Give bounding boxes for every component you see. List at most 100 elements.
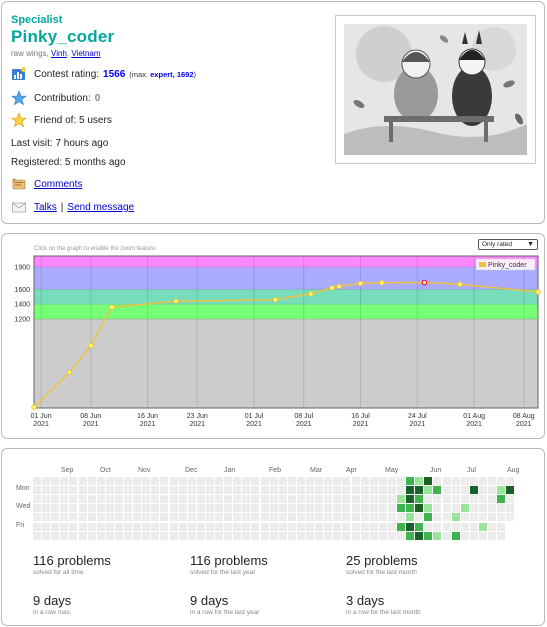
heatmap-cell[interactable] xyxy=(51,495,60,504)
heatmap-cell[interactable] xyxy=(87,477,96,485)
heatmap-cell[interactable] xyxy=(315,522,324,531)
heatmap-cell[interactable] xyxy=(306,486,314,495)
heatmap-cell[interactable] xyxy=(324,495,333,504)
heatmap-cell[interactable] xyxy=(424,504,433,513)
heatmap-cell[interactable] xyxy=(224,513,233,522)
heatmap-cell[interactable] xyxy=(142,522,151,531)
heatmap-cell[interactable] xyxy=(269,513,278,522)
heatmap-cell[interactable] xyxy=(160,477,169,485)
heatmap-cell[interactable] xyxy=(196,504,205,513)
heatmap-cell[interactable] xyxy=(260,522,269,531)
heatmap-cell[interactable] xyxy=(296,522,305,531)
heatmap-cell[interactable] xyxy=(387,504,396,513)
heatmap-cell[interactable] xyxy=(342,522,351,531)
heatmap-cell[interactable] xyxy=(415,486,424,495)
heatmap-cell[interactable] xyxy=(242,486,251,495)
heatmap-cell[interactable] xyxy=(451,522,460,531)
heatmap-cell[interactable] xyxy=(142,495,151,504)
heatmap-cell[interactable] xyxy=(351,486,360,495)
heatmap-cell[interactable] xyxy=(469,513,478,522)
heatmap-cell[interactable] xyxy=(497,513,506,522)
heatmap-cell[interactable] xyxy=(260,504,269,513)
heatmap-cell[interactable] xyxy=(415,477,424,485)
heatmap-cell[interactable] xyxy=(287,477,296,485)
heatmap-cell[interactable] xyxy=(406,486,415,495)
heatmap-cell[interactable] xyxy=(169,495,178,504)
heatmap-cell[interactable] xyxy=(315,477,324,485)
heatmap-cell[interactable] xyxy=(205,477,214,485)
heatmap-cell[interactable] xyxy=(387,495,396,504)
heatmap-cell[interactable] xyxy=(96,531,105,540)
heatmap-cell[interactable] xyxy=(178,531,187,540)
heatmap-cell[interactable] xyxy=(133,531,142,540)
heatmap-cell[interactable] xyxy=(378,513,387,522)
heatmap-cell[interactable] xyxy=(114,486,123,495)
heatmap-cell[interactable] xyxy=(469,531,478,540)
heatmap-cell[interactable] xyxy=(296,477,305,485)
heatmap-cell[interactable] xyxy=(287,531,296,540)
heatmap-cell[interactable] xyxy=(451,531,460,540)
heatmap-cell[interactable] xyxy=(96,513,105,522)
heatmap-cell[interactable] xyxy=(497,504,506,513)
heatmap-cell[interactable] xyxy=(315,513,324,522)
heatmap-cell[interactable] xyxy=(242,531,251,540)
heatmap-cell[interactable] xyxy=(469,486,478,495)
heatmap-cell[interactable] xyxy=(114,513,123,522)
heatmap-cell[interactable] xyxy=(451,495,460,504)
heatmap-cell[interactable] xyxy=(151,486,160,495)
heatmap-cell[interactable] xyxy=(105,522,114,531)
heatmap-cell[interactable] xyxy=(242,513,251,522)
heatmap-cell[interactable] xyxy=(78,531,87,540)
heatmap-cell[interactable] xyxy=(151,513,160,522)
heatmap-cell[interactable] xyxy=(215,495,223,504)
talks-link[interactable]: Talks xyxy=(34,201,57,213)
heatmap-cell[interactable] xyxy=(442,504,451,513)
heatmap-cell[interactable] xyxy=(269,495,278,504)
heatmap-cell[interactable] xyxy=(415,531,424,540)
heatmap-cell[interactable] xyxy=(387,531,396,540)
heatmap-cell[interactable] xyxy=(51,513,60,522)
heatmap-cell[interactable] xyxy=(296,513,305,522)
heatmap-cell[interactable] xyxy=(433,531,442,540)
heatmap-cell[interactable] xyxy=(296,495,305,504)
heatmap-cell[interactable] xyxy=(224,477,233,485)
rating-filter-select[interactable]: Only rated ▼ xyxy=(478,239,538,250)
heatmap-cell[interactable] xyxy=(497,486,506,495)
heatmap-cell[interactable] xyxy=(160,513,169,522)
heatmap-cell[interactable] xyxy=(433,504,442,513)
heatmap-cell[interactable] xyxy=(42,486,51,495)
heatmap-cell[interactable] xyxy=(87,486,96,495)
heatmap-cell[interactable] xyxy=(333,513,342,522)
heatmap-cell[interactable] xyxy=(287,486,296,495)
heatmap-cell[interactable] xyxy=(433,486,442,495)
heatmap-cell[interactable] xyxy=(87,504,96,513)
heatmap-cell[interactable] xyxy=(251,531,260,540)
heatmap-cell[interactable] xyxy=(142,513,151,522)
heatmap-cell[interactable] xyxy=(215,477,223,485)
heatmap-cell[interactable] xyxy=(351,477,360,485)
heatmap-cell[interactable] xyxy=(424,477,433,485)
heatmap-cell[interactable] xyxy=(506,477,515,485)
heatmap-cell[interactable] xyxy=(215,522,223,531)
heatmap-cell[interactable] xyxy=(406,495,415,504)
heatmap-cell[interactable] xyxy=(342,477,351,485)
heatmap-cell[interactable] xyxy=(33,531,41,540)
heatmap-cell[interactable] xyxy=(133,495,142,504)
heatmap-cell[interactable] xyxy=(460,486,469,495)
heatmap-cell[interactable] xyxy=(497,522,506,531)
heatmap-cell[interactable] xyxy=(460,522,469,531)
heatmap-cell[interactable] xyxy=(178,504,187,513)
heatmap-cell[interactable] xyxy=(369,531,378,540)
heatmap-cell[interactable] xyxy=(424,486,433,495)
heatmap-cell[interactable] xyxy=(333,531,342,540)
heatmap-cell[interactable] xyxy=(406,531,415,540)
heatmap-cell[interactable] xyxy=(33,477,41,485)
heatmap-cell[interactable] xyxy=(251,486,260,495)
heatmap-cell[interactable] xyxy=(187,495,196,504)
heatmap-cell[interactable] xyxy=(51,477,60,485)
heatmap-cell[interactable] xyxy=(169,513,178,522)
heatmap-cell[interactable] xyxy=(124,504,132,513)
heatmap-cell[interactable] xyxy=(114,522,123,531)
heatmap-cell[interactable] xyxy=(224,531,233,540)
heatmap-cell[interactable] xyxy=(69,504,78,513)
